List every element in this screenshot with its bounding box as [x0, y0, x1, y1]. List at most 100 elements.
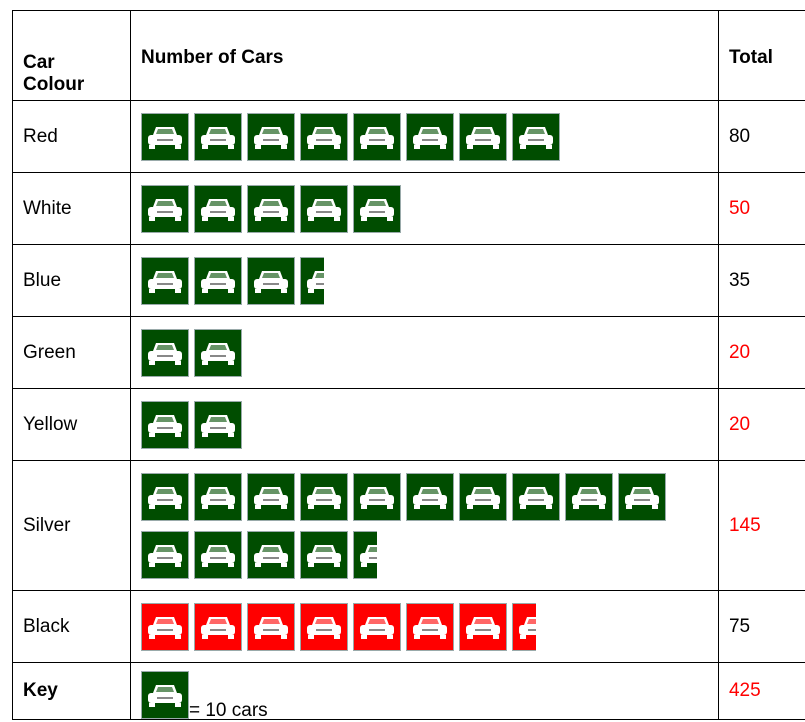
car-glyph — [141, 531, 189, 579]
icons-cell — [130, 591, 718, 663]
icon-row — [141, 473, 681, 579]
header-text: Car Colour — [23, 52, 93, 96]
car-glyph — [406, 603, 454, 651]
car-icon — [512, 603, 536, 651]
car-icon — [247, 473, 295, 521]
icons-cell — [130, 101, 718, 173]
car-icon — [406, 603, 454, 651]
icons-cell — [130, 389, 718, 461]
car-glyph — [194, 473, 242, 521]
colour-cell: Blue — [13, 245, 131, 317]
car-glyph — [141, 401, 189, 449]
car-icon — [459, 113, 507, 161]
car-icon — [353, 603, 401, 651]
car-icon — [194, 257, 242, 305]
car-icon — [300, 603, 348, 651]
car-glyph — [247, 603, 295, 651]
car-icon — [459, 473, 507, 521]
total-cell: 80 — [718, 101, 805, 173]
car-glyph — [300, 257, 324, 305]
key-content: = 10 cars — [141, 671, 718, 719]
car-icon — [194, 603, 242, 651]
car-glyph — [194, 401, 242, 449]
colour-cell: Black — [13, 591, 131, 663]
car-glyph — [141, 113, 189, 161]
total-cell: 50 — [718, 173, 805, 245]
car-icon — [353, 531, 377, 579]
car-glyph — [194, 113, 242, 161]
car-icon — [300, 113, 348, 161]
total-cell: 20 — [718, 389, 805, 461]
icon-row — [141, 257, 681, 305]
car-icon — [141, 329, 189, 377]
car-glyph — [194, 531, 242, 579]
car-icon — [406, 113, 454, 161]
car-icon — [353, 185, 401, 233]
car-icon — [300, 473, 348, 521]
car-icon — [141, 531, 189, 579]
car-glyph — [194, 185, 242, 233]
total-cell: 75 — [718, 591, 805, 663]
header-row: Car Colour Number of Cars Total — [13, 11, 805, 101]
data-row: Yellow 20 — [13, 389, 805, 461]
car-glyph — [141, 185, 189, 233]
car-icon — [353, 473, 401, 521]
car-icon — [194, 329, 242, 377]
car-icon — [512, 473, 560, 521]
car-icon — [247, 257, 295, 305]
car-icon — [194, 113, 242, 161]
colour-cell: Silver — [13, 461, 131, 591]
car-icon — [618, 473, 666, 521]
icon-row — [141, 603, 681, 651]
icon-row — [141, 401, 681, 449]
car-icon — [141, 113, 189, 161]
grand-total: 425 — [718, 663, 805, 720]
car-icon — [406, 473, 454, 521]
car-glyph — [353, 531, 377, 579]
car-icon — [141, 401, 189, 449]
car-icon — [194, 401, 242, 449]
car-icon — [141, 671, 189, 719]
car-glyph — [512, 603, 536, 651]
car-icon — [247, 531, 295, 579]
colour-cell: White — [13, 173, 131, 245]
car-glyph — [353, 113, 401, 161]
car-glyph — [194, 257, 242, 305]
icons-cell — [130, 245, 718, 317]
car-glyph — [247, 185, 295, 233]
car-glyph — [141, 329, 189, 377]
car-glyph — [141, 473, 189, 521]
icons-cell — [130, 317, 718, 389]
car-icon — [141, 257, 189, 305]
car-icon — [141, 473, 189, 521]
car-icon — [141, 185, 189, 233]
colour-cell: Yellow — [13, 389, 131, 461]
car-glyph — [406, 473, 454, 521]
header-cell: Car Colour — [13, 11, 131, 101]
data-row: Green 20 — [13, 317, 805, 389]
car-glyph — [300, 113, 348, 161]
car-icon — [459, 603, 507, 651]
car-glyph — [194, 603, 242, 651]
total-cell: 20 — [718, 317, 805, 389]
car-glyph — [353, 603, 401, 651]
car-glyph — [406, 113, 454, 161]
car-glyph — [459, 603, 507, 651]
header-text: Total — [729, 47, 773, 68]
car-icon — [247, 113, 295, 161]
car-glyph — [141, 603, 189, 651]
header-text: Number of Cars — [141, 47, 284, 68]
car-icon — [512, 113, 560, 161]
car-glyph — [565, 473, 613, 521]
car-glyph — [247, 473, 295, 521]
header-cell: Total — [718, 11, 805, 101]
icon-row — [141, 329, 681, 377]
car-icon — [194, 185, 242, 233]
colour-cell: Green — [13, 317, 131, 389]
car-glyph — [512, 473, 560, 521]
car-icon — [300, 257, 324, 305]
car-icon — [300, 185, 348, 233]
icons-cell — [130, 461, 718, 591]
